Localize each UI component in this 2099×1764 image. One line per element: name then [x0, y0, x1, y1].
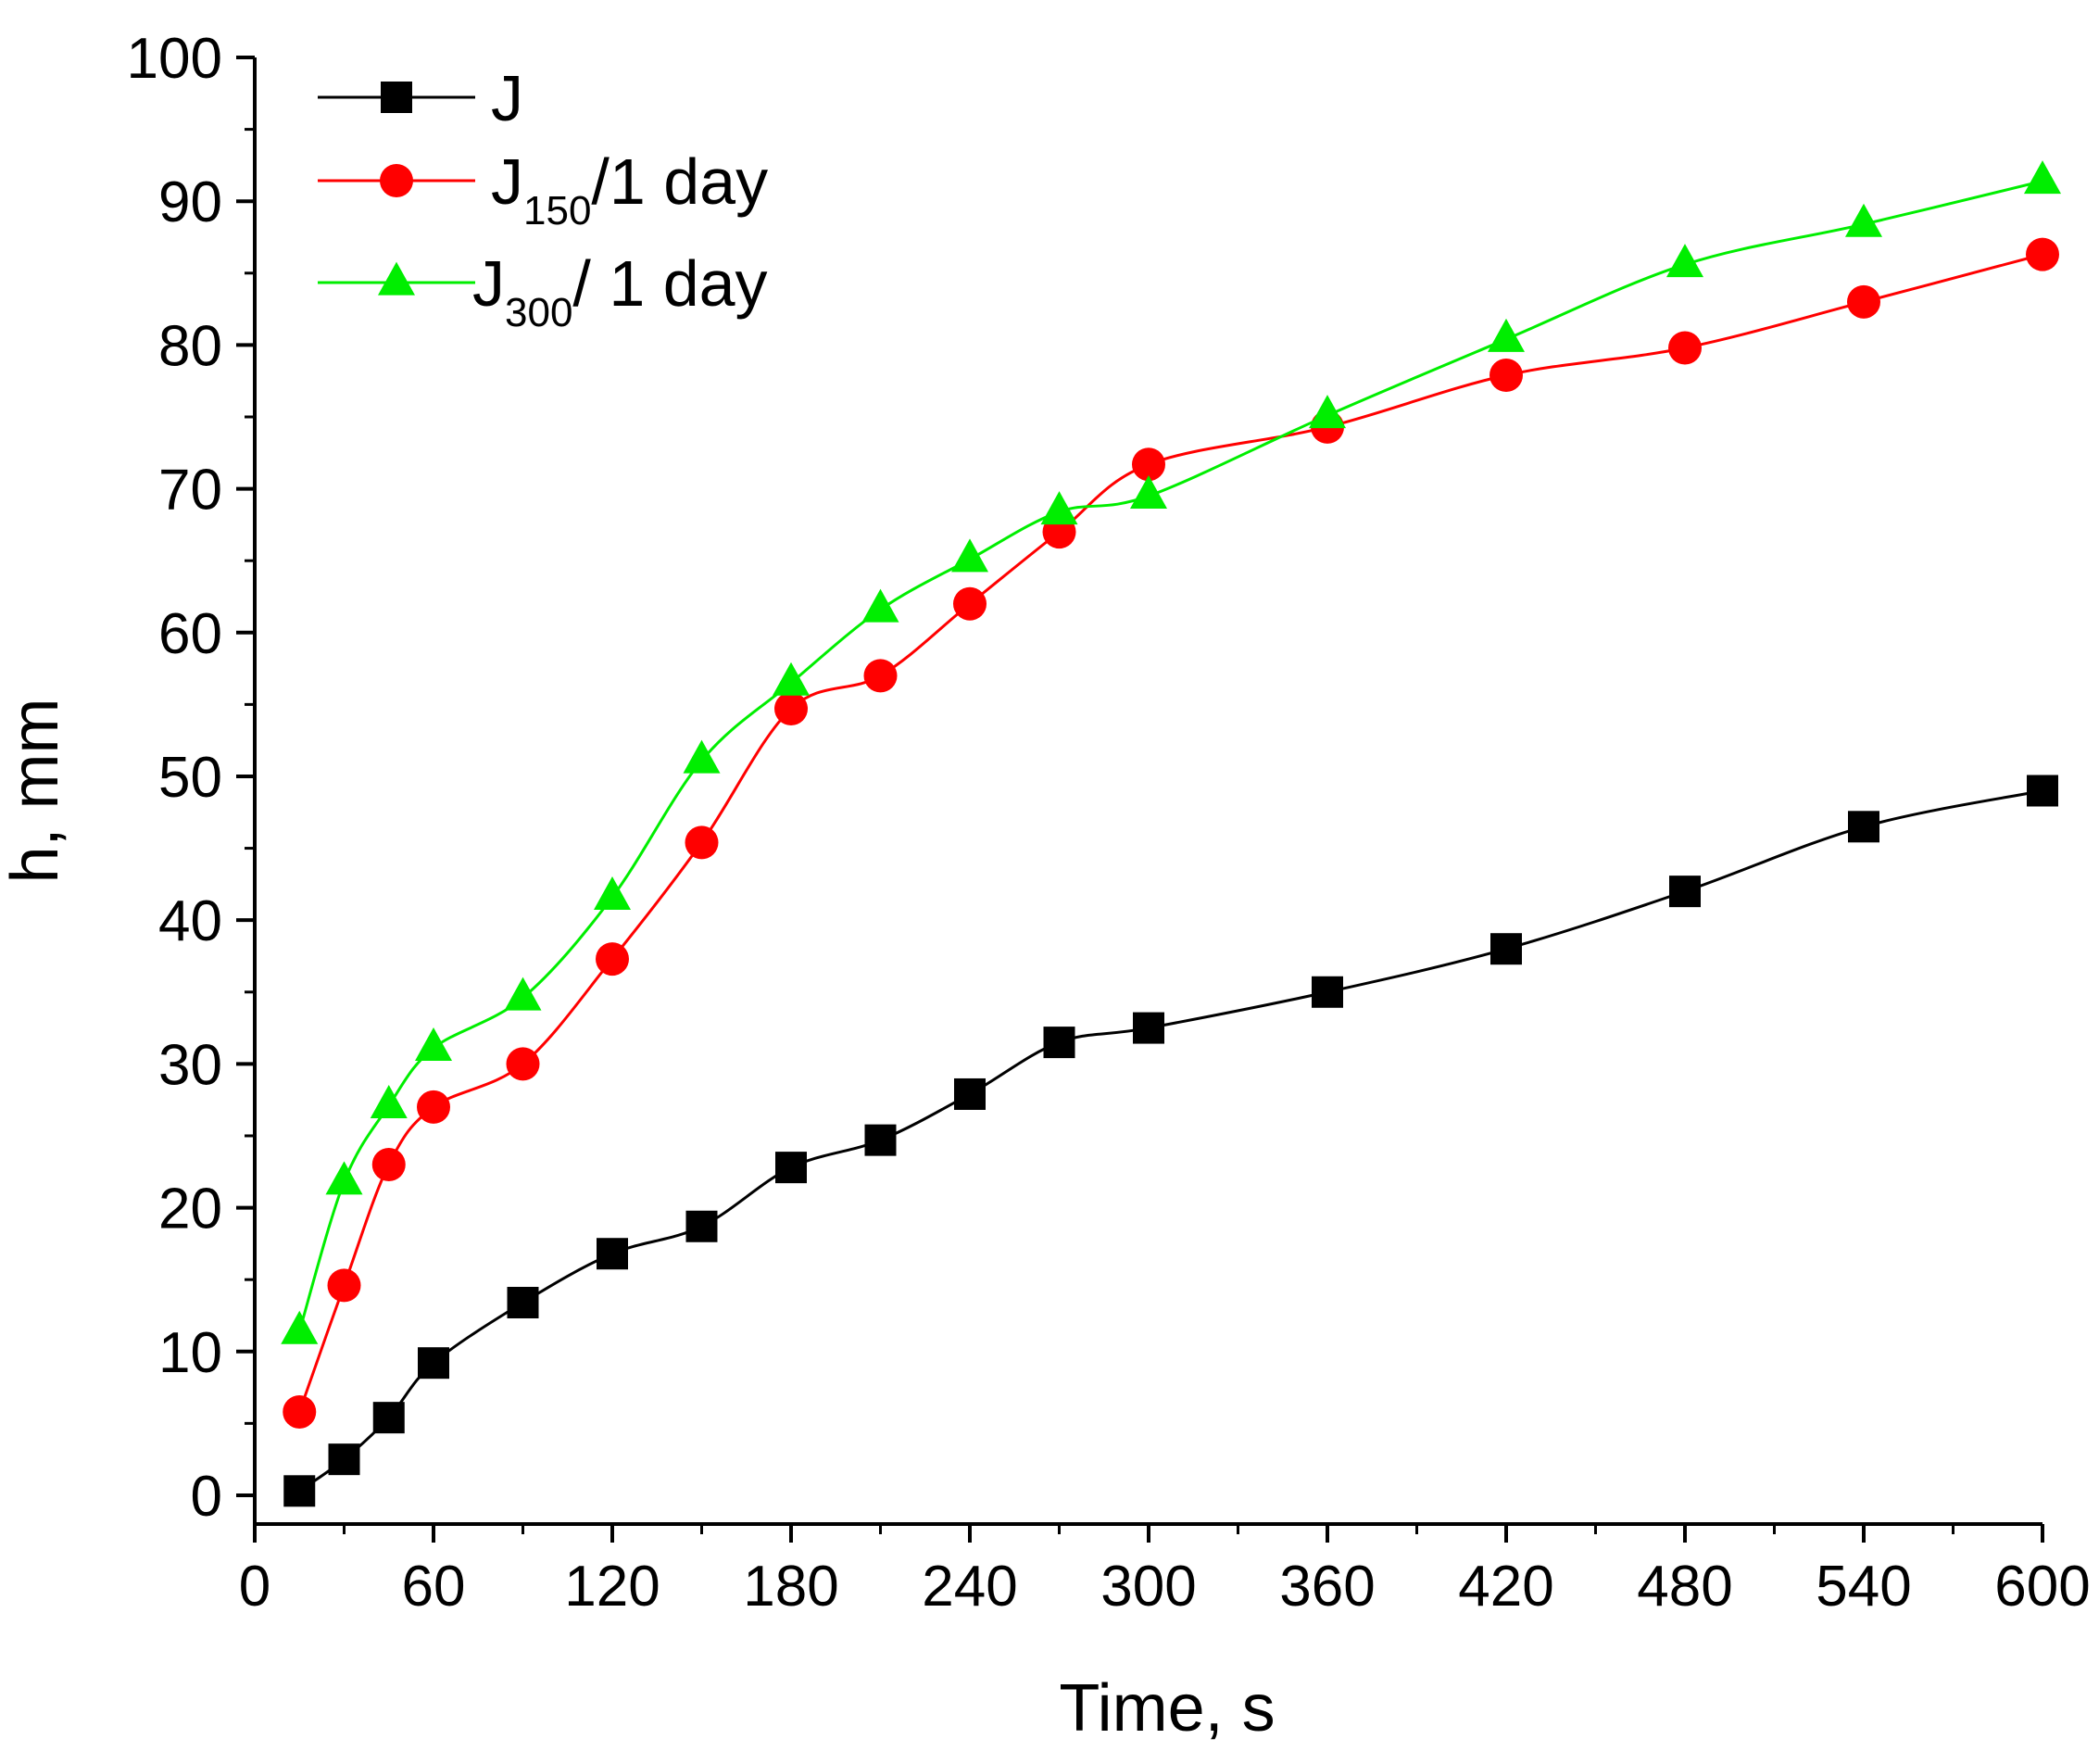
data-point — [417, 1090, 450, 1124]
y-tick-label: 70 — [158, 459, 222, 523]
data-point — [685, 825, 719, 860]
data-point — [1040, 491, 1078, 525]
x-tick-label: 480 — [1637, 1555, 1732, 1619]
data-point — [1489, 358, 1523, 392]
series-1 — [283, 237, 2059, 1429]
data-point — [861, 588, 899, 623]
data-point — [953, 586, 987, 621]
data-point — [372, 1402, 405, 1434]
data-point — [1666, 244, 1703, 278]
data-point — [1669, 876, 1701, 908]
data-point — [281, 1310, 319, 1344]
data-point — [597, 1238, 628, 1270]
data-point — [283, 1394, 317, 1429]
data-point — [1309, 395, 1346, 429]
data-point — [954, 1077, 986, 1110]
x-tick-label: 120 — [564, 1555, 660, 1619]
data-point — [418, 1347, 449, 1380]
x-tick-label: 420 — [1458, 1555, 1553, 1619]
x-axis-title: Time, s — [1059, 1671, 1275, 1745]
data-point — [1043, 1027, 1075, 1059]
data-point — [1668, 331, 1702, 365]
y-tick-label: 30 — [158, 1033, 222, 1097]
y-tick-label: 50 — [158, 746, 222, 810]
data-point — [2026, 237, 2059, 271]
y-tick-label: 20 — [158, 1178, 222, 1241]
x-tick-label: 0 — [239, 1555, 270, 1619]
x-tick-label: 540 — [1816, 1555, 1911, 1619]
legend-marker — [381, 82, 412, 113]
legend-label: J150/1 day — [491, 145, 768, 233]
y-axis-title: h, mm — [0, 698, 72, 883]
legend-item: J300/ 1 day — [318, 247, 768, 335]
data-point — [1132, 447, 1165, 482]
series-2 — [281, 160, 2061, 1344]
data-point — [504, 976, 542, 1011]
legend-marker — [380, 164, 413, 197]
data-point — [1133, 1012, 1164, 1044]
data-point — [1488, 318, 1525, 352]
data-point — [594, 876, 631, 911]
data-point — [1130, 475, 1167, 510]
legend-label: J300/ 1 day — [472, 247, 768, 335]
data-point — [415, 1027, 452, 1061]
data-point — [328, 1443, 360, 1476]
legend-item: J150/1 day — [318, 145, 768, 233]
data-point — [1490, 933, 1522, 965]
data-point — [283, 1475, 316, 1507]
data-point — [371, 1148, 406, 1182]
data-point — [864, 1124, 897, 1156]
data-point — [773, 662, 810, 696]
x-tick-label: 600 — [1994, 1555, 2090, 1619]
data-point — [506, 1047, 540, 1081]
data-point — [951, 538, 988, 573]
legend-label: J — [491, 62, 523, 134]
data-point — [2027, 775, 2058, 807]
x-tick-label: 60 — [402, 1555, 466, 1619]
data-point — [1845, 203, 1882, 237]
data-point — [863, 659, 898, 693]
data-point — [507, 1286, 539, 1318]
y-tick-label: 100 — [127, 27, 222, 91]
legend: J J150/1 day J300/ 1 day — [318, 62, 768, 335]
series-0 — [283, 775, 2058, 1507]
data-point — [325, 1161, 363, 1195]
y-tick-label: 60 — [158, 602, 222, 666]
legend-marker — [378, 261, 415, 296]
legend-item: J — [318, 62, 523, 134]
data-point — [1848, 811, 1879, 843]
y-tick-label: 10 — [158, 1321, 222, 1385]
x-tick-label: 240 — [922, 1555, 1017, 1619]
data-point — [370, 1085, 408, 1119]
data-point — [1847, 284, 1880, 319]
y-tick-label: 80 — [158, 314, 222, 378]
data-point — [683, 739, 721, 774]
x-tick-label: 360 — [1279, 1555, 1375, 1619]
x-tick-label: 180 — [743, 1555, 838, 1619]
data-point — [327, 1268, 361, 1303]
data-point — [2024, 160, 2061, 195]
data-point — [1312, 976, 1343, 1008]
data-point — [775, 1152, 807, 1184]
data-point — [685, 1210, 718, 1242]
x-tick-label: 300 — [1100, 1555, 1196, 1619]
data-point — [774, 692, 808, 726]
data-point — [596, 942, 629, 976]
y-tick-label: 40 — [158, 889, 222, 953]
y-tick-label: 90 — [158, 170, 222, 234]
y-tick-label: 0 — [191, 1465, 222, 1529]
